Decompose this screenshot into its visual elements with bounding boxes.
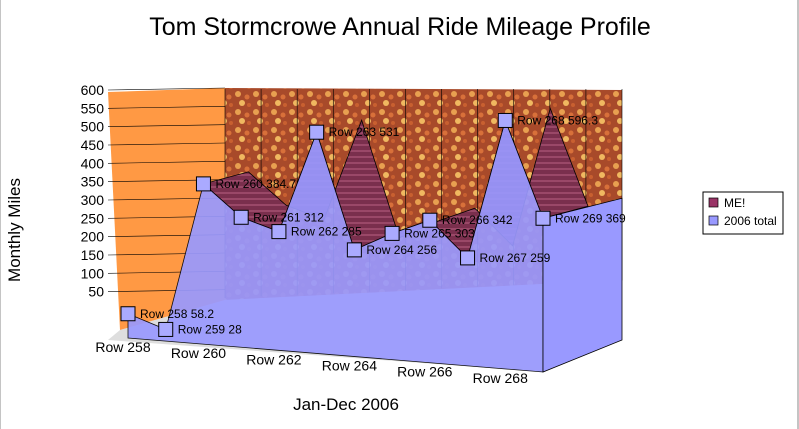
data-label: Row 260 384.7 [215, 177, 296, 191]
x-axis-title: Jan-Dec 2006 [293, 395, 399, 414]
x-axis-ticks: Row 258 Row 260 Row 262 Row 264 Row 266 Row 2… [95, 339, 528, 386]
data-label: Row 259 28 [178, 322, 242, 336]
data-label: Row 267 259 [480, 251, 551, 265]
y-tick-label: 550 [81, 100, 105, 116]
data-label: Row 266 342 [442, 213, 513, 227]
y-tick-label: 350 [81, 174, 105, 190]
y-tick-label: 500 [81, 119, 105, 135]
y-gridline [107, 106, 226, 109]
data-label: Row 263 531 [329, 125, 400, 139]
data-point [346, 242, 362, 258]
data-point [271, 224, 287, 240]
data-label: Row 261 312 [253, 210, 324, 224]
y-tick-label: 200 [81, 229, 105, 245]
data-label: Row 264 256 [366, 243, 437, 257]
series-2006-total-side [542, 197, 623, 373]
data-point [422, 212, 438, 228]
legend-swatch-me [708, 197, 719, 208]
y-tick-label: 300 [81, 192, 105, 208]
data-label: Row 258 58.2 [140, 307, 214, 321]
data-point [460, 250, 476, 266]
y-tick-label: 150 [81, 247, 105, 263]
legend: ME! 2006 total [702, 191, 784, 235]
y-tick-label: 100 [81, 265, 105, 281]
y-gridline [107, 124, 226, 127]
data-point [535, 210, 551, 226]
data-label: Row 268 596.3 [517, 113, 598, 127]
y-tick-label: 600 [81, 82, 105, 98]
y-gridline [107, 161, 226, 164]
y-tick-label: 450 [81, 137, 105, 153]
legend-label-2006-total: 2006 total [724, 214, 777, 228]
y-gridline [107, 142, 226, 146]
chart-title: Tom Stormcrowe Annual Ride Mileage Profi… [149, 13, 651, 41]
y-axis-ticks: 600 550 500 450 400 350 300 250 200 150 100 50 [81, 82, 105, 300]
x-tick-label: Row 260 [171, 345, 226, 361]
x-tick-label: Row 258 [95, 339, 150, 355]
y-tick-label: 50 [88, 284, 104, 300]
data-point [384, 225, 400, 241]
series-2006-total [120, 112, 623, 373]
y-axis-title: Monthly Miles [5, 178, 24, 282]
y-tick-label: 400 [81, 155, 105, 171]
data-point [195, 176, 211, 192]
data-label: Row 269 369 [555, 211, 626, 225]
y-gridline [107, 87, 226, 91]
data-point [497, 112, 513, 128]
data-label: Row 265 303 [404, 226, 475, 240]
x-tick-label: Row 266 [397, 364, 452, 380]
x-tick-label: Row 262 [246, 351, 301, 367]
data-point [120, 306, 136, 322]
legend-label-me: ME! [724, 196, 745, 210]
x-tick-label: Row 264 [322, 358, 377, 374]
x-tick-label: Row 268 [473, 370, 528, 386]
legend-swatch-2006-total [708, 215, 719, 226]
data-point [158, 321, 174, 337]
data-point [309, 124, 325, 140]
data-point [233, 209, 249, 225]
y-tick-label: 250 [81, 210, 105, 226]
data-label: Row 262 285 [291, 225, 362, 239]
